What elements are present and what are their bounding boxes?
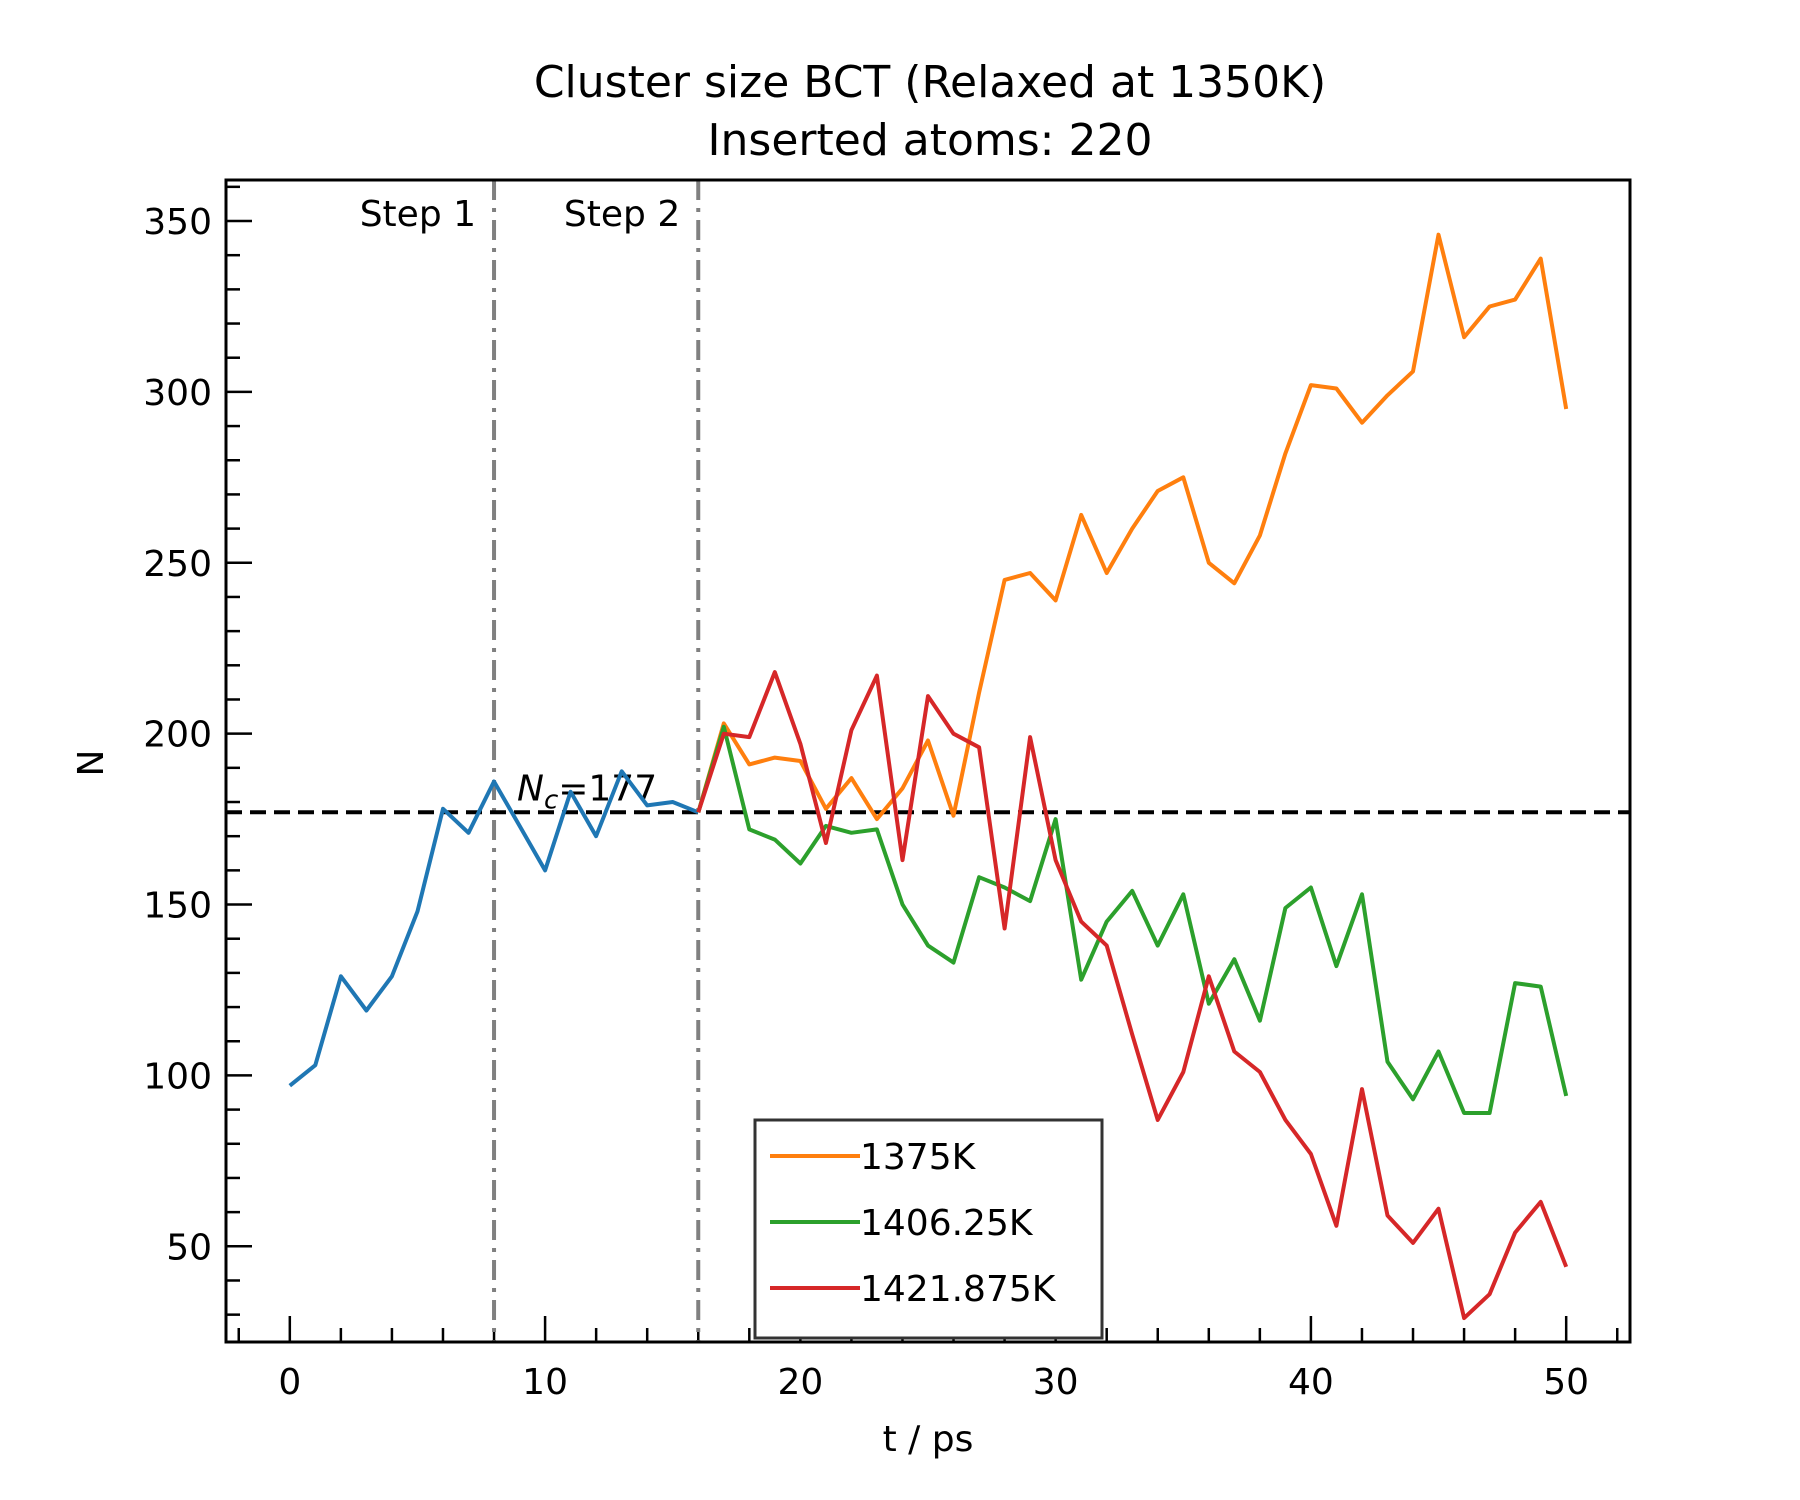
x-axis-label: t / ps <box>883 1419 974 1460</box>
legend-label: 1406.25K <box>860 1203 1034 1244</box>
legend: 1375K 1406.25K 1421.875K <box>753 1118 1104 1340</box>
y-tick-label: 300 <box>143 373 212 414</box>
series-line-initial <box>288 769 700 1088</box>
x-tick-label: 10 <box>522 1362 568 1403</box>
legend-label: 1375K <box>860 1137 977 1178</box>
y-tick-label: 350 <box>143 202 212 243</box>
series-line-1406-25k <box>696 724 1569 1115</box>
x-tick-label: 20 <box>777 1362 823 1403</box>
x-tick-label: 30 <box>1033 1362 1079 1403</box>
plot-frame <box>224 178 1632 1344</box>
series-line-1421-875k <box>696 670 1569 1321</box>
legend-label: 1421.875K <box>860 1269 1057 1310</box>
step-2-label: Step 2 <box>564 194 680 235</box>
x-tick-label: 40 <box>1288 1362 1334 1403</box>
series-line-1375k <box>696 232 1569 822</box>
y-tick-label: 150 <box>143 886 212 927</box>
y-tick-label: 250 <box>143 544 212 585</box>
chart-title-line-2: Inserted atoms: 220 <box>708 115 1153 166</box>
step-lines: Step 1 Step 2 <box>360 180 701 1342</box>
y-tick-label: 200 <box>143 715 212 756</box>
chart-title-line-1: Cluster size BCT (Relaxed at 1350K) <box>534 57 1326 108</box>
step-1-label: Step 1 <box>360 194 476 235</box>
axis-ticks: 0 10 20 30 40 50 50 100 150 200 250 300 350 <box>143 185 1619 1403</box>
x-tick-label: 50 <box>1543 1362 1589 1403</box>
x-tick-label: 0 <box>278 1362 301 1403</box>
y-axis-label: N <box>71 750 112 777</box>
y-tick-label: 50 <box>166 1227 212 1268</box>
series-lines <box>288 232 1569 1321</box>
y-tick-label: 100 <box>143 1056 212 1097</box>
